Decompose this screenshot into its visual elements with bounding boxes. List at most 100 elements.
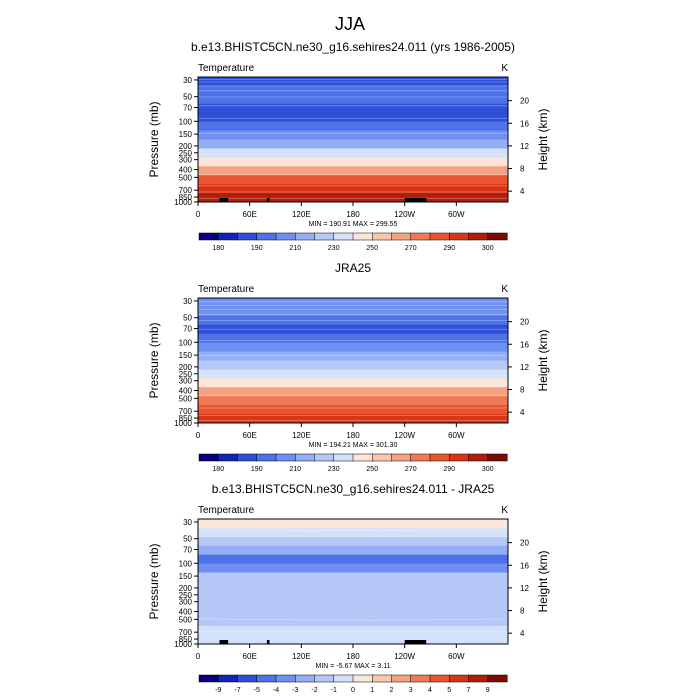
colorbar-label: -3 [292, 687, 298, 694]
contour-band [198, 324, 508, 335]
colorbar-box [295, 232, 316, 241]
stats-label: MIN = -5.67 MAX = 3.11 [316, 663, 391, 670]
terrain-block [404, 640, 427, 644]
contour-line [198, 527, 508, 531]
contour-band [198, 298, 508, 308]
colorbar-box [449, 232, 470, 241]
y-tick-label: 30 [183, 297, 192, 306]
colorbar-box [410, 674, 431, 683]
stats-label: MIN = 190.91 MAX = 299.55 [309, 221, 398, 228]
colorbar-label: 0 [351, 687, 355, 694]
contour-band [198, 563, 508, 574]
x-tick-label: 180 [346, 431, 360, 440]
y-axis-label: Pressure (mb) [147, 101, 161, 177]
x-tick-label: 120E [292, 210, 311, 219]
x-tick-label: 0 [196, 210, 201, 219]
colorbar-box [314, 232, 335, 241]
colorbar-label: 9 [486, 687, 490, 694]
y-tick-label: 100 [179, 117, 193, 126]
colorbar-box [468, 453, 489, 462]
contour-band [198, 193, 508, 202]
contour-band [198, 369, 508, 379]
colorbar-box [198, 453, 219, 462]
y-right-tick-label: 16 [520, 561, 529, 570]
terrain-block [266, 198, 270, 202]
colorbar-box [429, 232, 450, 241]
colorbar-box [429, 674, 450, 683]
y-right-tick-label: 12 [520, 584, 529, 593]
y-right-tick-label: 4 [520, 187, 525, 196]
y-right-tick-label: 8 [520, 165, 525, 174]
colorbar-label: 2 [390, 687, 394, 694]
colorbar-label: -1 [331, 687, 337, 694]
y-tick-label: 50 [183, 93, 192, 102]
y-tick-label: 850 [179, 414, 193, 423]
terrain-block [219, 198, 229, 202]
x-tick-label: 0 [196, 652, 201, 661]
panel-right-label: K [501, 284, 508, 295]
x-tick-label: 60W [448, 210, 465, 219]
x-tick-label: 0 [196, 431, 201, 440]
y-tick-label: 1000 [174, 198, 192, 207]
colorbar-box [314, 674, 335, 683]
y-right-tick-label: 16 [520, 340, 529, 349]
contour-line [198, 618, 508, 621]
y-right-axis-label: Height (km) [536, 329, 550, 391]
y-tick-label: 100 [179, 338, 193, 347]
contour-band [198, 184, 508, 194]
contour-band [198, 351, 508, 362]
y-tick-label: 50 [183, 535, 192, 544]
colorbar-box [237, 232, 258, 241]
colorbar-box [449, 674, 470, 683]
colorbar-box [487, 453, 508, 462]
panel-left-label: Temperature [198, 505, 255, 516]
y-tick-label: 850 [179, 635, 193, 644]
panel-right-label: K [501, 63, 508, 74]
colorbar-label: 290 [443, 245, 455, 252]
colorbar-label: 250 [366, 466, 378, 473]
colorbar-box [449, 453, 470, 462]
y-tick-label: 250 [179, 149, 193, 158]
colorbar-label: 270 [405, 245, 417, 252]
contour-band [198, 414, 508, 423]
colorbar-label: 270 [405, 466, 417, 473]
x-tick-label: 60W [448, 431, 465, 440]
contour-band [198, 617, 508, 627]
colorbar-label: 7 [467, 687, 471, 694]
panel-title: b.e13.BHISTC5CN.ne30_g16.sehires24.011 (… [191, 40, 515, 54]
x-tick-label: 180 [346, 210, 360, 219]
contour-band [198, 545, 508, 556]
contour-band [198, 527, 508, 538]
panel-1: b.e13.BHISTC5CN.ne30_g16.sehires24.011 (… [147, 40, 550, 252]
colorbar-box [275, 453, 296, 462]
y-right-tick-label: 16 [520, 119, 529, 128]
y-right-tick-label: 8 [520, 386, 525, 395]
colorbar-label: -7 [234, 687, 240, 694]
y-tick-label: 70 [183, 546, 192, 555]
y-right-tick-label: 12 [520, 363, 529, 372]
colorbar-box [333, 674, 354, 683]
x-tick-label: 120E [292, 652, 311, 661]
colorbar-box [314, 453, 335, 462]
x-tick-label: 180 [346, 652, 360, 661]
contour-band [198, 342, 508, 353]
contour-band [198, 519, 508, 529]
colorbar-box [218, 232, 239, 241]
colorbar-box [410, 453, 431, 462]
y-tick-label: 100 [179, 559, 193, 568]
contour-band [198, 572, 508, 583]
colorbar-label: 1 [370, 687, 374, 694]
y-tick-label: 250 [179, 370, 193, 379]
contour-band [198, 378, 508, 388]
colorbar-box [295, 674, 316, 683]
colorbar-box [487, 232, 508, 241]
terrain-block [404, 198, 427, 202]
colorbar-box [256, 674, 277, 683]
contour-band [198, 536, 508, 547]
y-right-axis-label: Height (km) [536, 108, 550, 170]
colorbar-box [468, 232, 489, 241]
y-tick-label: 300 [179, 377, 193, 386]
colorbar-box [198, 232, 219, 241]
colorbar-box [391, 232, 412, 241]
